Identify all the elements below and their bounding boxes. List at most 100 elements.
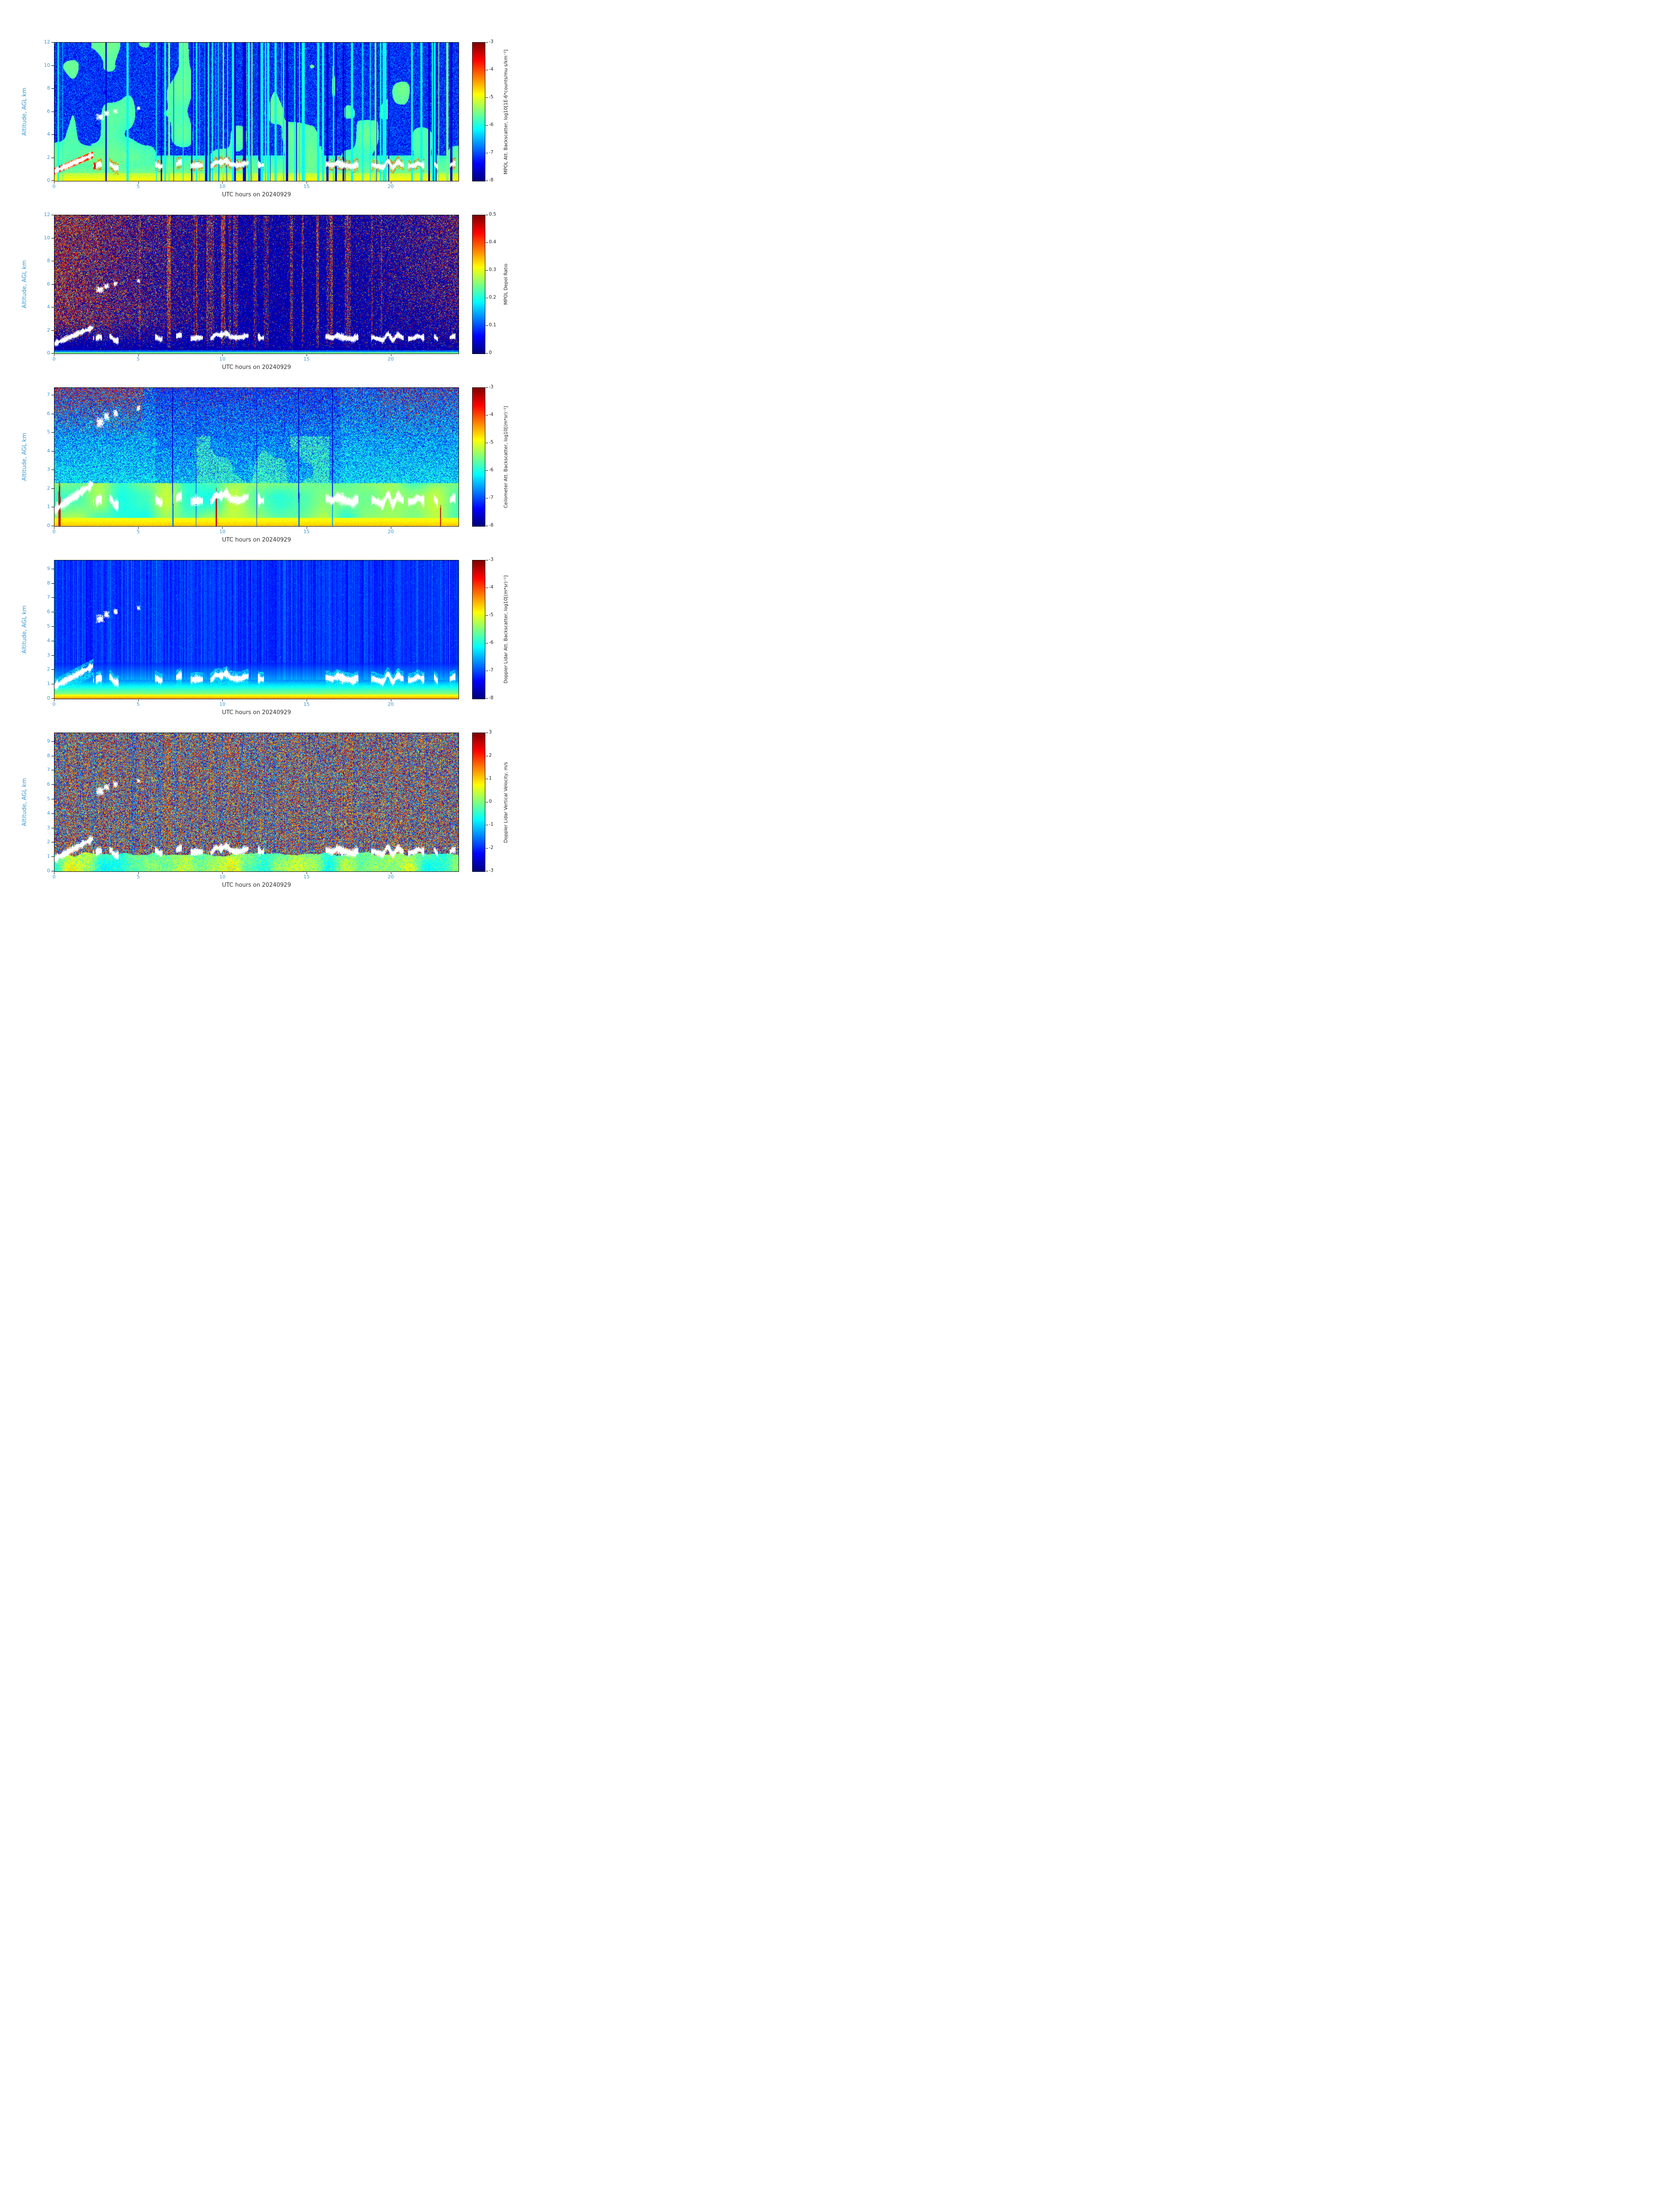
- y-tick-label: 9: [47, 565, 50, 571]
- heatmap-plot: [54, 42, 459, 181]
- x-tick-mark: [222, 527, 223, 529]
- heatmap-canvas: [54, 215, 459, 354]
- colorbar-label: Doppler Lidar Vertical Velocity, m/s: [503, 762, 509, 843]
- x-tick-mark: [138, 527, 139, 529]
- x-tick-label: 15: [303, 874, 310, 880]
- y-tick-label: 1: [47, 504, 50, 510]
- colorbar-tick-label: -3: [489, 868, 494, 873]
- x-tick-label: 20: [387, 701, 394, 707]
- colorbar-tick-mark: [486, 270, 488, 271]
- y-tick-label: 6: [47, 781, 50, 787]
- x-tick-mark: [138, 182, 139, 184]
- colorbar-tick-label: -7: [489, 668, 494, 673]
- colorbar-tick-label: -6: [489, 467, 494, 473]
- y-tick-mark: [51, 784, 54, 785]
- y-tick-mark: [51, 88, 54, 89]
- y-tick-mark: [51, 284, 54, 285]
- colorbar-tick-mark: [486, 615, 488, 616]
- x-tick-label: 0: [52, 874, 56, 880]
- y-tick-label: 4: [47, 637, 50, 643]
- y-tick-label: 2: [47, 327, 50, 333]
- y-tick-mark: [51, 669, 54, 670]
- x-tick-label: 15: [303, 701, 310, 707]
- colorbar-tick-label: -8: [489, 177, 494, 183]
- colorbar-tick-mark: [486, 42, 488, 43]
- y-tick-label: 7: [47, 594, 50, 600]
- x-tick-label: 10: [219, 874, 226, 880]
- colorbar-tick-label: 2: [489, 752, 492, 758]
- x-tick-mark: [138, 700, 139, 701]
- colorbar-tick-label: -5: [489, 94, 494, 100]
- y-tick-mark: [51, 741, 54, 742]
- x-tick-mark: [138, 354, 139, 356]
- colorbar-tick-label: -3: [489, 384, 494, 390]
- colorbar-tick-mark: [486, 470, 488, 471]
- colorbar-gradient: [473, 43, 485, 181]
- y-tick-label: 4: [47, 304, 50, 310]
- y-tick-label: 2: [47, 839, 50, 845]
- y-axis-label: Altitude, AGL km: [21, 778, 28, 827]
- heatmap-plot: [54, 733, 459, 872]
- y-tick-label: 5: [47, 623, 50, 629]
- x-axis-label: UTC hours on 20240929: [222, 709, 291, 716]
- x-tick-label: 15: [303, 184, 310, 189]
- x-axis-label: UTC hours on 20240929: [222, 882, 291, 889]
- y-tick-label: 2: [47, 154, 50, 160]
- colorbar-tick-mark: [486, 242, 488, 243]
- colorbar-tick-label: -7: [489, 150, 494, 155]
- x-tick-label: 20: [387, 356, 394, 362]
- panel-mpol-att-backscatter: Altitude, AGL km 0 2 4 6 8 10 12 0 5 10 15 20 UTC …: [0, 37, 560, 209]
- y-tick-mark: [51, 597, 54, 598]
- heatmap-canvas: [54, 43, 459, 181]
- y-tick-label: 5: [47, 795, 50, 802]
- x-tick-label: 0: [52, 184, 56, 189]
- y-axis-label: Altitude, AGL km: [21, 433, 28, 481]
- y-tick-label: 5: [47, 429, 50, 435]
- y-tick-mark: [51, 42, 54, 43]
- y-tick-label: 4: [47, 448, 50, 454]
- colorbar-gradient: [473, 733, 485, 871]
- y-tick-mark: [51, 698, 54, 699]
- colorbar: [472, 387, 485, 527]
- panel-mpol-depol-ratio: Altitude, AGL km 0 2 4 6 8 10 12 0 5 10 15 20 UTC …: [0, 209, 560, 382]
- y-tick-label: 1: [47, 853, 50, 860]
- x-tick-mark: [138, 872, 139, 874]
- colorbar-tick-label: 0.1: [489, 322, 496, 328]
- colorbar-tick-label: 3: [489, 730, 492, 735]
- y-tick-label: 6: [47, 609, 50, 615]
- quicklook-page: { "date": "20240929", "style_colors": { …: [0, 0, 560, 910]
- heatmap-canvas: [54, 560, 459, 699]
- y-tick-mark: [51, 65, 54, 66]
- y-tick-label: 1: [47, 681, 50, 687]
- colorbar-label: MPOL Depol Ratio: [503, 264, 509, 305]
- colorbar-tick-label: 0.3: [489, 267, 496, 272]
- colorbar-label: MPOL Att. Backscatter, log10[1E-6*counts…: [503, 49, 509, 174]
- colorbar-gradient: [473, 215, 485, 354]
- colorbar-tick-label: 0: [489, 798, 492, 804]
- y-tick-label: 0: [47, 523, 50, 528]
- colorbar-gradient: [473, 388, 485, 526]
- colorbar-tick-label: -5: [489, 612, 494, 618]
- colorbar-label: Ceilometer Att. Backscatter, log10[(m*sr…: [503, 406, 509, 508]
- colorbar-tick-label: -8: [489, 523, 494, 528]
- colorbar: [472, 42, 485, 181]
- y-axis-label: Altitude, AGL km: [21, 605, 28, 654]
- colorbar-tick-label: 0: [489, 350, 492, 355]
- heatmap-plot: [54, 215, 459, 354]
- y-tick-label: 8: [47, 752, 50, 758]
- colorbar-tick-label: 0.5: [489, 212, 496, 217]
- colorbar-tick-label: 0.2: [489, 295, 496, 300]
- x-axis-label: UTC hours on 20240929: [222, 537, 291, 543]
- y-tick-label: 7: [47, 392, 50, 398]
- colorbar-tick-label: -7: [489, 495, 494, 500]
- colorbar-tick-mark: [486, 698, 488, 699]
- x-tick-label: 5: [137, 356, 140, 362]
- x-tick-label: 20: [387, 184, 394, 189]
- y-tick-label: 12: [44, 212, 50, 217]
- y-tick-label: 0: [47, 695, 50, 701]
- colorbar: [472, 215, 485, 354]
- x-tick-mark: [222, 354, 223, 356]
- x-tick-label: 20: [387, 874, 394, 880]
- colorbar-tick-label: -4: [489, 412, 494, 417]
